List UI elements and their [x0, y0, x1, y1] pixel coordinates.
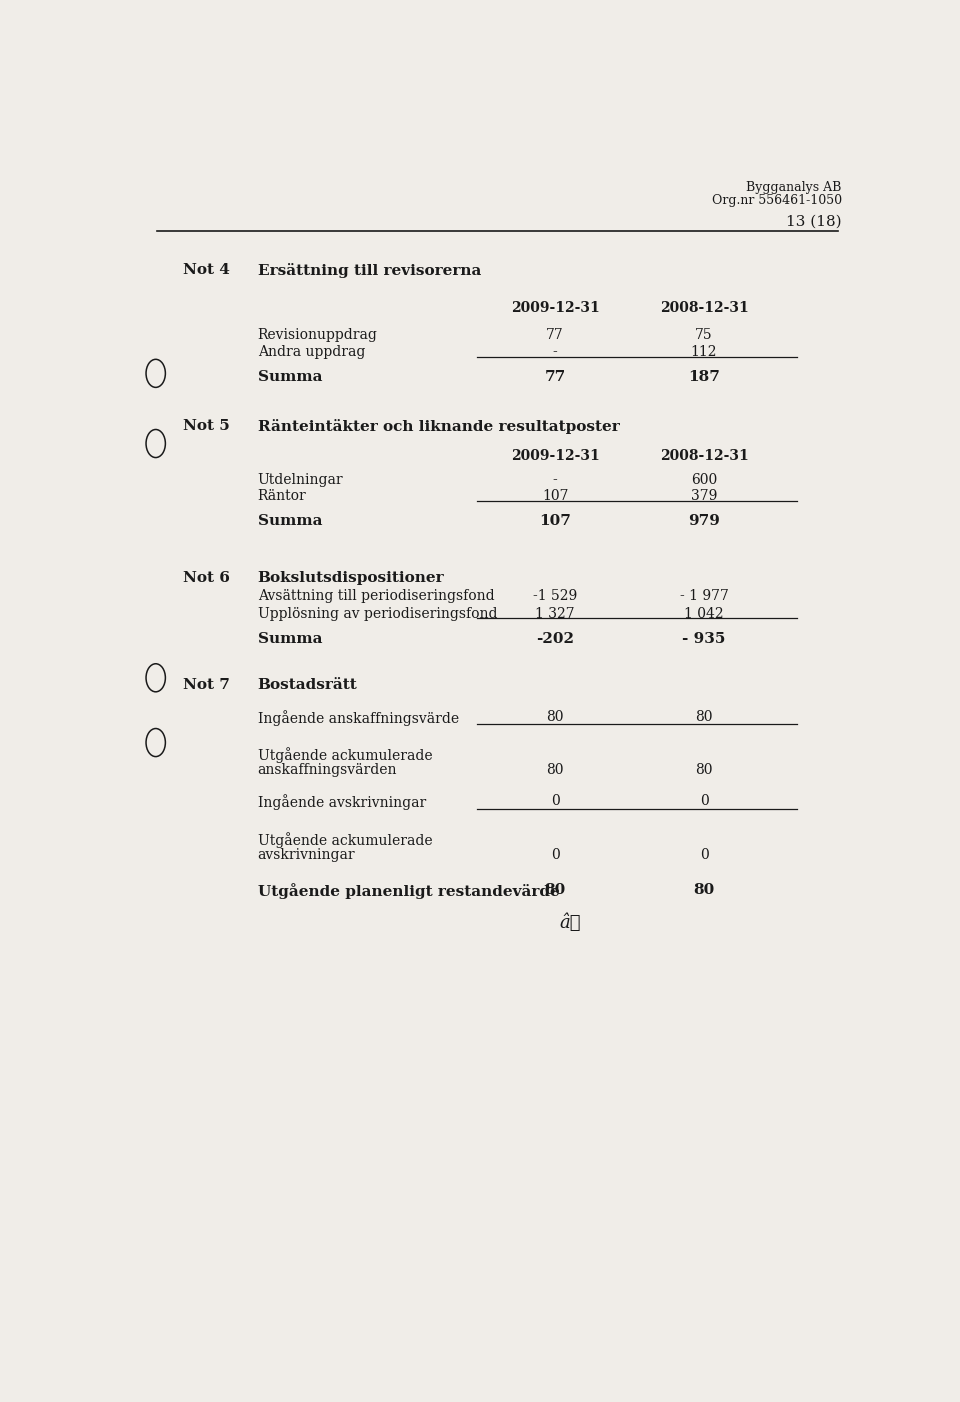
- Text: 2009-12-31: 2009-12-31: [511, 449, 600, 463]
- Text: Upplösning av periodiseringsfond: Upplösning av periodiseringsfond: [257, 607, 497, 621]
- Text: 379: 379: [691, 489, 717, 503]
- Text: Räntor: Räntor: [257, 489, 306, 503]
- Text: 979: 979: [688, 513, 720, 527]
- Text: 13 (18): 13 (18): [786, 215, 842, 229]
- Text: Org.nr 556461-1050: Org.nr 556461-1050: [711, 193, 842, 207]
- Text: Bostadsrätt: Bostadsrätt: [257, 677, 357, 691]
- Text: Summa: Summa: [257, 370, 323, 384]
- Text: Ingående avskrivningar: Ingående avskrivningar: [257, 795, 426, 810]
- Circle shape: [146, 663, 165, 691]
- Text: -202: -202: [537, 632, 574, 646]
- Text: Not 6: Not 6: [183, 571, 230, 585]
- Text: Bokslutsdispositioner: Bokslutsdispositioner: [257, 571, 444, 585]
- Text: Ersättning till revisorerna: Ersättning till revisorerna: [257, 264, 481, 278]
- Text: 80: 80: [544, 883, 565, 897]
- Text: Andra uppdrag: Andra uppdrag: [257, 345, 365, 359]
- Text: 80: 80: [695, 711, 712, 725]
- Text: 80: 80: [546, 711, 564, 725]
- Text: - 935: - 935: [683, 632, 726, 646]
- Circle shape: [146, 359, 165, 387]
- Text: Avsättning till periodiseringsfond: Avsättning till periodiseringsfond: [257, 589, 494, 603]
- Text: Not 4: Not 4: [183, 264, 230, 278]
- Text: 187: 187: [688, 370, 720, 384]
- Text: Not 7: Not 7: [183, 677, 230, 691]
- Text: 75: 75: [695, 328, 713, 342]
- Text: 2009-12-31: 2009-12-31: [511, 301, 600, 315]
- Text: Utdelningar: Utdelningar: [257, 472, 344, 486]
- Text: 0: 0: [700, 848, 708, 862]
- Text: -1 529: -1 529: [533, 589, 577, 603]
- Text: 107: 107: [542, 489, 568, 503]
- Text: 1 327: 1 327: [536, 607, 575, 621]
- Text: -: -: [553, 345, 558, 359]
- Text: - 1 977: - 1 977: [680, 589, 729, 603]
- Text: 600: 600: [691, 472, 717, 486]
- Text: 1 042: 1 042: [684, 607, 724, 621]
- Text: 80: 80: [546, 763, 564, 777]
- Text: 107: 107: [540, 513, 571, 527]
- Circle shape: [146, 429, 165, 457]
- Text: Summa: Summa: [257, 513, 323, 527]
- Text: 2008-12-31: 2008-12-31: [660, 301, 749, 315]
- Text: Utgående ackumulerade: Utgående ackumulerade: [257, 833, 432, 848]
- Text: Utgående ackumulerade: Utgående ackumulerade: [257, 747, 432, 763]
- Text: 2008-12-31: 2008-12-31: [660, 449, 749, 463]
- Text: anskaffningsvärden: anskaffningsvärden: [257, 763, 397, 777]
- Text: 77: 77: [544, 370, 565, 384]
- Text: Ränteintäkter och liknande resultatposter: Ränteintäkter och liknande resultatposte…: [257, 419, 619, 433]
- Text: 0: 0: [551, 848, 560, 862]
- Text: 77: 77: [546, 328, 564, 342]
- Text: 0: 0: [551, 795, 560, 809]
- Text: -: -: [553, 472, 558, 486]
- Text: Bygganalys AB: Bygganalys AB: [746, 181, 842, 195]
- Text: 112: 112: [691, 345, 717, 359]
- Text: avskrivningar: avskrivningar: [257, 848, 355, 862]
- Text: â: â: [560, 913, 581, 931]
- Text: Not 5: Not 5: [183, 419, 230, 433]
- Text: 80: 80: [693, 883, 714, 897]
- Circle shape: [146, 729, 165, 757]
- Text: Ingående anskaffningsvärde: Ingående anskaffningsvärde: [257, 711, 459, 726]
- Text: Summa: Summa: [257, 632, 323, 646]
- Text: Revisionuppdrag: Revisionuppdrag: [257, 328, 377, 342]
- Text: 0: 0: [700, 795, 708, 809]
- Text: 80: 80: [695, 763, 712, 777]
- Text: Utgående planenligt restandevärde: Utgående planenligt restandevärde: [257, 883, 560, 899]
